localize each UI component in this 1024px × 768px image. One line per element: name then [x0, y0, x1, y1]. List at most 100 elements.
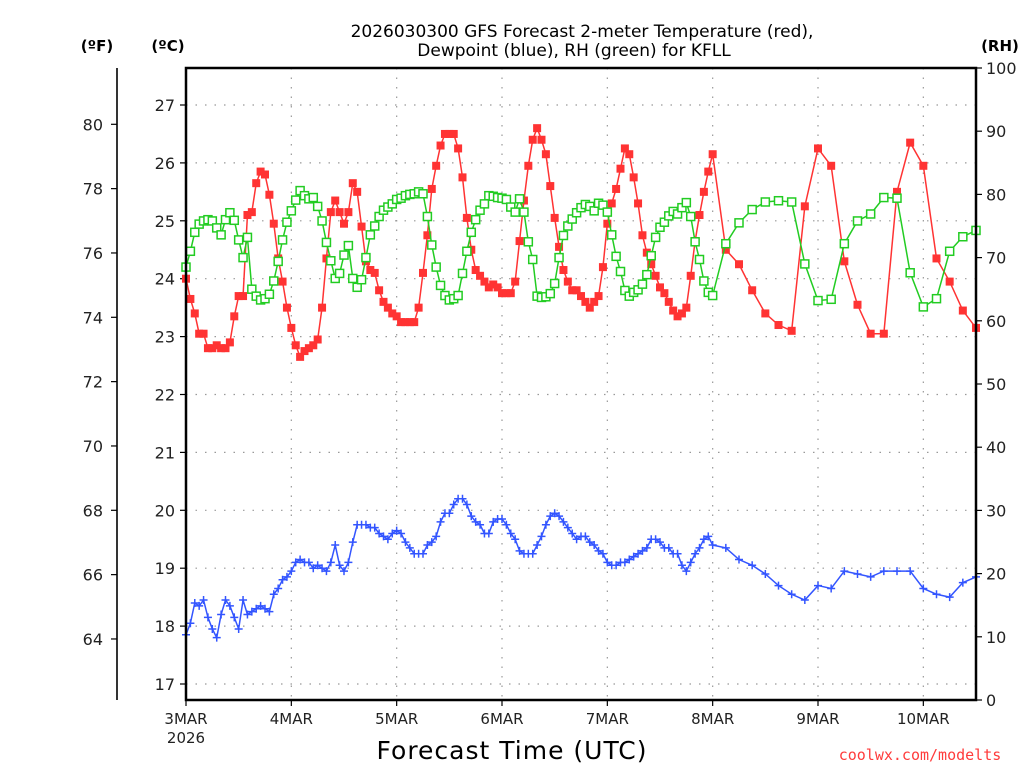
- dewpoint-point: [893, 567, 901, 576]
- dewpoint-point: [335, 561, 344, 570]
- dewpoint-point: [436, 517, 445, 526]
- dewpoint-point: [340, 567, 348, 576]
- x-tick-label: 9MAR: [796, 710, 839, 728]
- dewpoint-point: [230, 613, 239, 622]
- temperature-point: [511, 277, 520, 286]
- dewpoint-point: [234, 624, 243, 633]
- dewpoint-point: [405, 543, 414, 552]
- temperature-point: [265, 190, 274, 199]
- rh-point: [422, 211, 433, 222]
- celsius-tick-label: 24: [155, 270, 175, 289]
- dewpoint-point: [265, 607, 274, 616]
- celsius-axis: 17 18 19 20 21 22 23 24 25 26 27: [155, 96, 186, 694]
- temperature-point: [304, 344, 313, 353]
- dewpoint-point: [563, 523, 572, 532]
- rh-point: [958, 231, 968, 242]
- celsius-tick-label: 23: [155, 328, 175, 347]
- dewpoint-point: [344, 558, 353, 567]
- dewpoint-point: [401, 538, 410, 547]
- temperature-point: [423, 231, 432, 240]
- dewpoint-point: [827, 584, 836, 593]
- rh-point: [800, 259, 810, 269]
- celsius-tick-label: 27: [155, 96, 175, 115]
- celsius-tick-label: 26: [155, 154, 175, 173]
- temperature-point: [186, 294, 195, 303]
- temperature-point: [620, 144, 629, 153]
- dewpoint-point: [677, 561, 686, 570]
- temperature-line: [185, 126, 977, 359]
- dewpoint-point: [651, 535, 660, 544]
- celsius-tick-label: 25: [155, 212, 175, 231]
- temperature-point: [296, 352, 305, 361]
- temperature-point: [506, 289, 515, 298]
- fahrenheit-tick-label: 76: [83, 244, 103, 263]
- rh-point: [944, 246, 955, 257]
- dewpoint-point: [304, 558, 313, 567]
- temperature-point: [660, 289, 669, 298]
- dewpoint-point: [199, 596, 208, 605]
- celsius-tick-label: 18: [155, 617, 175, 636]
- rh-point: [707, 290, 718, 301]
- dewpoint-point: [581, 532, 590, 541]
- temperature-point: [489, 280, 498, 289]
- temperature-point: [256, 167, 265, 176]
- temperature-point: [388, 309, 397, 318]
- dewpoint-point: [348, 538, 357, 547]
- dewpoint-point: [603, 558, 612, 567]
- dewpoint-point: [432, 532, 441, 541]
- dewpoint-point: [278, 575, 287, 584]
- fahrenheit-tick-label: 72: [83, 373, 103, 392]
- rh-point: [642, 269, 652, 280]
- rh-point: [190, 227, 200, 238]
- temperature-point: [607, 199, 616, 208]
- dewpoint-point: [695, 543, 704, 552]
- temperature-point: [524, 161, 533, 170]
- rh-point: [282, 217, 292, 227]
- temperature-point: [853, 300, 862, 309]
- celsius-tick-label: 17: [155, 675, 175, 694]
- temperature-point: [958, 306, 967, 315]
- rh-point: [225, 207, 235, 218]
- chart-title-line2: Dewpoint (blue), RH (green) for KFLL: [417, 41, 731, 61]
- rh-point: [365, 230, 376, 240]
- x-tick-label: 5MAR: [375, 710, 418, 728]
- dewpoint-point: [958, 578, 967, 587]
- temperature-point: [348, 179, 357, 188]
- dewpoint-point: [212, 633, 221, 642]
- temperature-point: [405, 318, 414, 327]
- dewpoint-point: [287, 567, 296, 576]
- temperature-point: [528, 135, 537, 144]
- rh-point: [813, 295, 823, 306]
- dewpoint-point: [208, 624, 217, 633]
- rh-point: [637, 279, 648, 289]
- rh-axis-label: (RH): [981, 37, 1019, 55]
- dewpoint-point: [471, 517, 480, 526]
- fahrenheit-axis-label: (ºF): [81, 37, 113, 55]
- rh-point: [773, 195, 784, 206]
- dewpoint-point: [748, 561, 757, 570]
- temperature-point: [590, 297, 599, 306]
- temperature-point: [397, 318, 406, 327]
- dewpoint-point: [533, 541, 542, 550]
- dewpoint-point: [467, 512, 476, 521]
- rh-point: [879, 192, 889, 203]
- rh-point: [690, 237, 700, 247]
- rh-point: [361, 252, 371, 263]
- rh-point: [694, 254, 705, 265]
- temperature-point: [247, 208, 256, 217]
- temperature-point: [230, 312, 239, 321]
- dewpoint-point: [572, 535, 581, 544]
- temperature-point: [664, 297, 673, 306]
- dewpoint-point: [919, 584, 928, 593]
- rh-point: [602, 207, 613, 217]
- dewpoint-point: [423, 541, 432, 550]
- celsius-axis-label: (ºC): [151, 37, 184, 55]
- dewpoint-point: [800, 596, 809, 605]
- rh-point: [523, 237, 534, 247]
- temperature-point: [695, 211, 704, 220]
- rh-point: [510, 207, 520, 217]
- grid: [186, 68, 976, 700]
- rh-tick-label: 50: [986, 375, 1006, 394]
- temperature-point: [774, 321, 783, 330]
